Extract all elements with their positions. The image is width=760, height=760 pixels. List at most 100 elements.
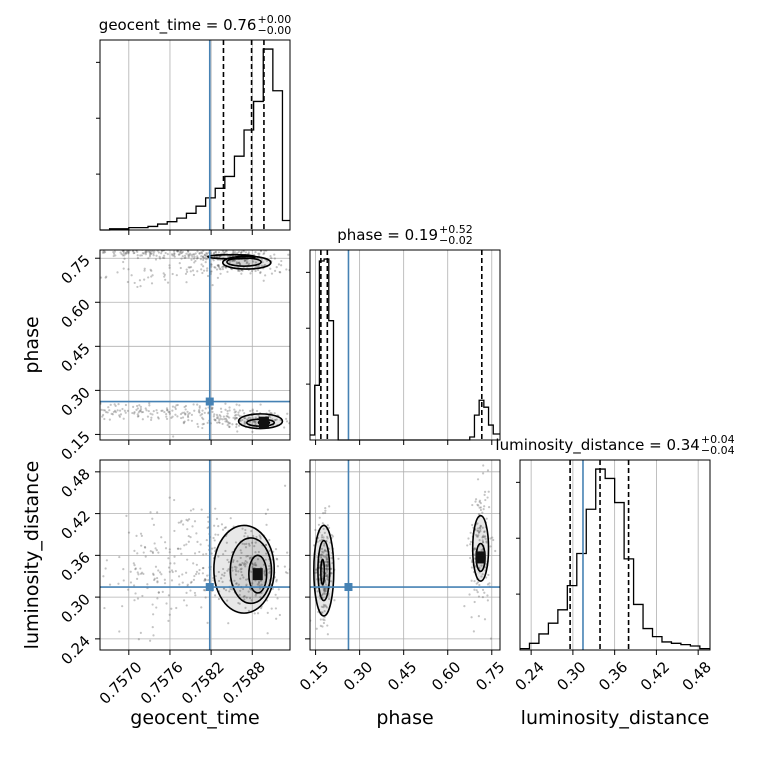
sample-point	[156, 581, 159, 584]
sample-point	[234, 251, 237, 254]
sample-point	[245, 596, 248, 599]
sample-point	[206, 621, 209, 624]
sample-point	[266, 508, 269, 511]
sample-point	[147, 257, 150, 260]
sample-point	[102, 575, 105, 578]
sample-point	[251, 430, 254, 433]
sample-point	[237, 570, 240, 573]
sample-point	[85, 589, 87, 591]
sample-point	[224, 526, 228, 529]
sample-point	[226, 424, 229, 427]
sample-point	[103, 409, 107, 412]
sample-point	[193, 591, 197, 595]
sample-point	[240, 551, 243, 554]
sample-point	[187, 413, 190, 416]
sample-point	[478, 499, 482, 502]
sample-point	[326, 535, 329, 538]
x-tick-label: 0.48	[679, 658, 715, 694]
sample-point	[232, 259, 235, 262]
sample-point	[171, 570, 174, 574]
sample-point	[100, 276, 103, 279]
sample-point	[233, 414, 237, 417]
sample-point	[217, 251, 221, 254]
sample-point	[168, 570, 171, 573]
sample-point	[314, 568, 318, 571]
sample-point	[218, 267, 221, 270]
sample-point	[200, 252, 204, 255]
sample-point	[183, 256, 186, 260]
sample-point	[166, 409, 169, 412]
sample-point	[179, 250, 183, 253]
sample-point	[125, 251, 128, 255]
sample-point	[325, 567, 328, 571]
sample-point	[188, 252, 192, 255]
sample-point	[187, 540, 190, 543]
sample-point	[192, 253, 195, 256]
sample-point	[470, 616, 473, 619]
sample-point	[94, 577, 96, 579]
sample-point	[240, 272, 243, 275]
sample-point	[256, 265, 260, 269]
sample-point	[136, 413, 139, 416]
sample-point	[267, 415, 270, 418]
sample-point	[328, 597, 331, 601]
sample-point	[324, 605, 328, 608]
sample-point	[237, 413, 240, 416]
sample-point	[314, 571, 317, 574]
sample-point	[225, 419, 228, 422]
sample-point	[328, 505, 331, 508]
sample-point	[178, 262, 181, 265]
sample-point	[133, 549, 136, 552]
sample-point	[479, 502, 482, 505]
sample-point	[254, 261, 257, 264]
sample-point	[148, 253, 152, 256]
sample-point	[252, 563, 255, 566]
title-plus: +0.00	[257, 13, 291, 26]
sample-point	[198, 406, 201, 409]
sample-point	[325, 568, 329, 572]
sample-point	[488, 582, 491, 585]
sample-point	[479, 508, 483, 512]
sample-point	[136, 404, 139, 408]
sample-point	[238, 593, 241, 597]
sample-point	[244, 251, 248, 254]
sample-point	[235, 570, 238, 573]
sample-point	[320, 605, 324, 608]
sample-point	[475, 533, 478, 537]
sample-point	[259, 403, 262, 406]
sample-point	[212, 259, 215, 262]
sample-point	[324, 589, 328, 593]
sample-point	[330, 567, 333, 570]
sample-point	[235, 403, 238, 406]
sample-point	[196, 270, 199, 273]
sample-point	[156, 416, 160, 419]
sample-point	[178, 253, 181, 256]
sample-point	[141, 594, 144, 598]
sample-point	[136, 552, 139, 555]
y-axis-label-luminosity_distance: luminosity_distance	[21, 461, 43, 650]
sample-point	[192, 562, 195, 565]
sample-point	[91, 247, 93, 249]
sample-point	[320, 553, 323, 557]
sample-point	[283, 565, 286, 568]
sample-point	[141, 418, 144, 421]
sample-point	[326, 558, 329, 561]
sample-point	[241, 418, 244, 422]
sample-point	[469, 540, 473, 543]
sample-point	[264, 274, 267, 277]
sample-point	[475, 535, 479, 538]
sample-point	[234, 416, 237, 419]
sample-point	[233, 418, 237, 421]
sample-point	[133, 564, 136, 567]
y-tick-label: 0.30	[57, 590, 93, 626]
sample-point	[190, 419, 194, 422]
sample-point	[112, 410, 115, 414]
sample-point	[325, 567, 329, 570]
sample-point	[258, 534, 261, 537]
panel-frame	[309, 249, 501, 441]
sample-point	[101, 251, 105, 254]
sample-point	[149, 639, 152, 642]
sample-point	[318, 577, 321, 580]
sample-point	[215, 268, 219, 271]
sample-point	[150, 275, 153, 278]
